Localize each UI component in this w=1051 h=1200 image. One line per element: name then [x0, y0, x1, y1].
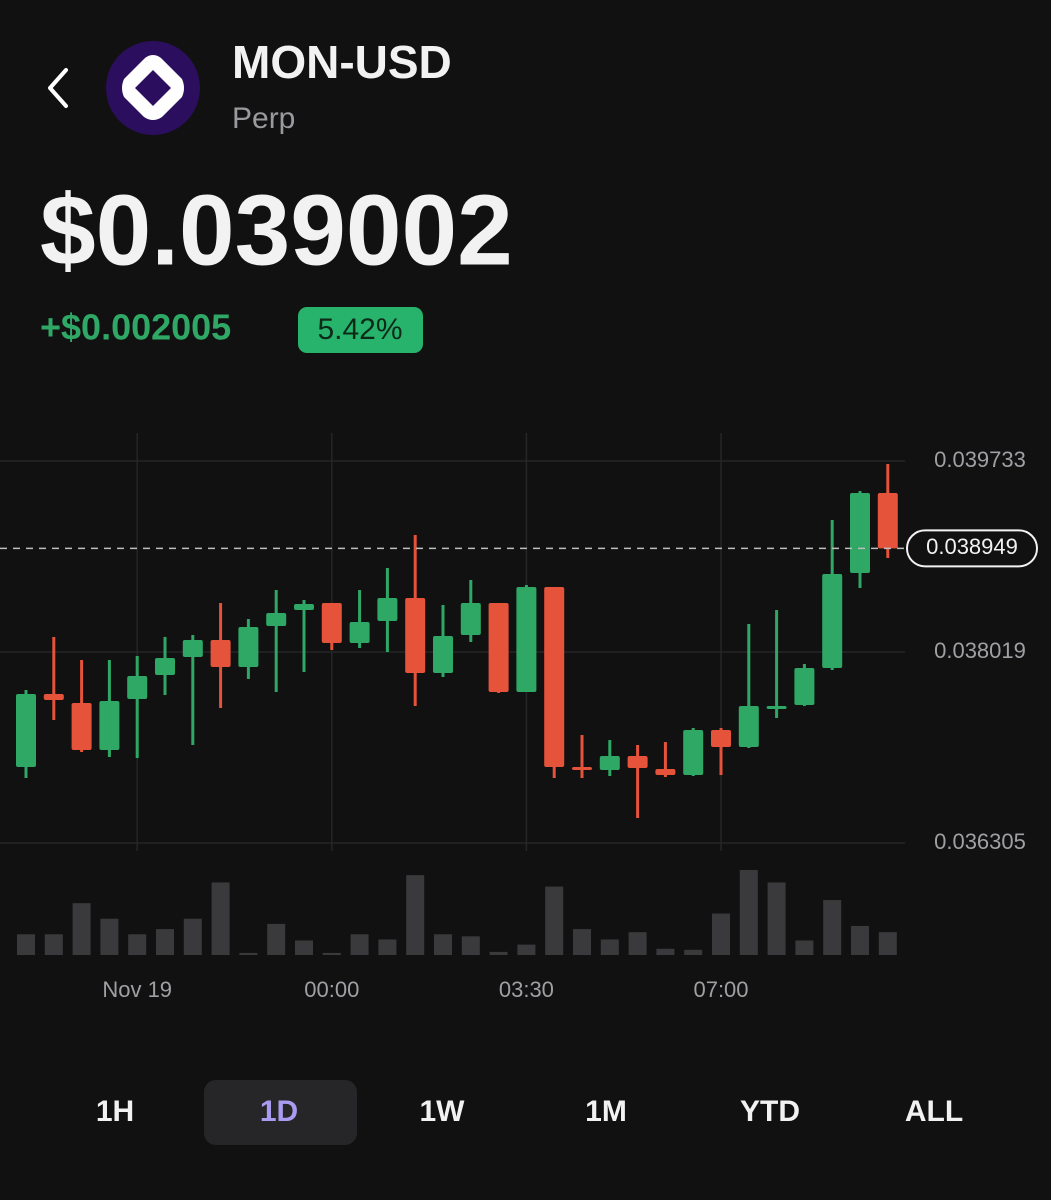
candle-body: [294, 603, 314, 610]
candle-body: [349, 622, 370, 643]
volume-bar: [684, 949, 703, 955]
volume-bar: [878, 932, 897, 955]
current-value-badge: [906, 529, 1038, 568]
volume-bar: [712, 913, 730, 955]
volume-bar: [851, 925, 869, 955]
volume-bar: [267, 923, 286, 955]
candle-body: [738, 706, 759, 748]
y-tick-label: 0.039733: [934, 447, 1026, 472]
volume-bar: [600, 939, 619, 955]
candle-body: [405, 597, 426, 673]
price-change: +$0.002005: [40, 307, 231, 348]
volume-bar: [461, 936, 480, 955]
candle-body: [850, 492, 870, 573]
candle-body: [377, 597, 398, 622]
selected-timeframe-bg: [204, 1080, 357, 1145]
volume-bar: [72, 903, 91, 955]
candle-body: [683, 730, 704, 776]
timeframe-button[interactable]: 1M: [585, 1095, 627, 1128]
volume-bar: [183, 918, 202, 955]
volume-bar: [795, 940, 814, 955]
candle-body: [877, 492, 898, 549]
volume-bar: [100, 918, 119, 955]
market-subtitle: Perp: [232, 102, 295, 135]
candle-body: [544, 587, 565, 768]
volume-bar: [295, 940, 313, 955]
candle-body: [822, 573, 843, 669]
volume-bar: [322, 952, 341, 955]
current-value-label: 0.038949: [926, 534, 1018, 559]
candle-body: [516, 587, 537, 693]
candle-body: [488, 602, 509, 693]
volume-bar: [573, 929, 591, 955]
candle-body: [572, 767, 592, 771]
timeframe-button[interactable]: 1W: [420, 1095, 466, 1128]
candle-body: [433, 635, 453, 673]
candle-body: [182, 639, 203, 658]
volume-bar: [156, 929, 174, 955]
candle-body: [766, 706, 787, 710]
candle-body: [43, 694, 64, 701]
candle-body: [655, 769, 676, 776]
token-logo: [106, 41, 200, 135]
volume-bar: [378, 939, 397, 955]
timeframe-button[interactable]: ALL: [905, 1095, 963, 1128]
candle-body: [266, 612, 287, 627]
volume-bar: [545, 886, 564, 955]
volume-bar: [489, 951, 508, 955]
volume-bar: [739, 870, 758, 955]
candle-body: [155, 658, 175, 675]
change-percent: 5.42%: [317, 313, 402, 346]
volume-bar: [656, 948, 675, 955]
candle-body: [321, 602, 342, 643]
volume-bar: [17, 934, 35, 955]
y-tick-label: 0.036305: [934, 829, 1026, 854]
volume-bar: [239, 952, 258, 955]
volume-bar: [517, 944, 536, 955]
volume-bar: [406, 875, 425, 955]
volume-bar: [44, 934, 63, 955]
candle-body: [71, 703, 92, 750]
back-button[interactable]: [48, 68, 68, 108]
volume-bar: [434, 934, 452, 955]
candle-body: [238, 627, 259, 668]
candle-body: [711, 730, 731, 748]
candle-body: [99, 701, 120, 750]
candle-body: [210, 639, 231, 668]
timeframe-tabs: 1H 1D 1W 1M YTD ALL: [96, 1095, 963, 1128]
x-tick-label: 00:00: [304, 977, 359, 1002]
y-tick-label: 0.038019: [934, 638, 1026, 663]
candle-body: [599, 755, 620, 771]
candle-body: [794, 668, 815, 706]
volume-bar: [628, 932, 647, 955]
candle-body: [127, 675, 148, 700]
volume-bar: [823, 900, 842, 955]
volume-bar: [350, 934, 369, 955]
change-badge: [298, 307, 423, 353]
x-tick-label: 03:30: [499, 977, 554, 1002]
chart: 0.036305 0.038019 0.039733 Nov 19 00:00 03:30…: [0, 433, 1038, 1002]
volume-bar: [128, 934, 147, 955]
volume-bar: [767, 882, 786, 955]
volume-bar: [211, 882, 230, 955]
x-tick-label: Nov 19: [102, 977, 172, 1002]
candle-body: [16, 694, 36, 768]
candle-body: [460, 602, 481, 635]
price: $0.039002: [40, 174, 513, 286]
candle-body: [627, 755, 648, 769]
x-tick-label: 07:00: [693, 977, 748, 1002]
market-title: MON-USD: [232, 36, 452, 88]
timeframe-button[interactable]: 1H: [96, 1095, 134, 1128]
timeframe-button[interactable]: YTD: [740, 1095, 800, 1128]
timeframe-button[interactable]: 1D: [260, 1095, 298, 1128]
